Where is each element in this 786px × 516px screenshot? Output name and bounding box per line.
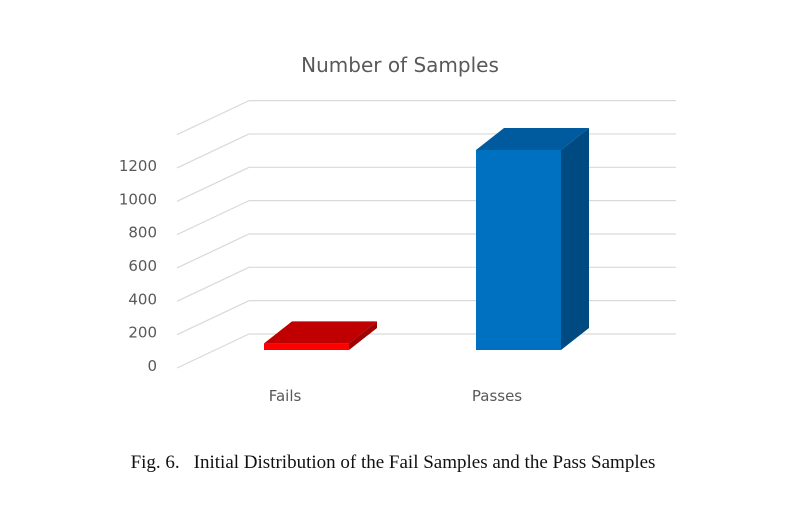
x-category-label: Passes xyxy=(472,387,522,405)
bar-front-fails xyxy=(264,343,349,350)
bar-front-passes xyxy=(476,149,561,350)
figure-number: Fig. 6. xyxy=(130,452,180,473)
caption-text: Initial Distribution of the Fail Samples… xyxy=(193,452,656,473)
gridline-diagonal xyxy=(176,266,250,302)
bar-chart: 0 200 400 600 800 1000 1200 Fails Passes Number… xyxy=(119,53,676,405)
y-tick-label: 800 xyxy=(128,224,157,242)
chart-title: Number of Samples xyxy=(301,53,499,77)
y-tick-label: 200 xyxy=(128,324,157,342)
gridline-diagonal xyxy=(176,166,250,202)
bar-top-passes xyxy=(476,127,589,150)
gridlines xyxy=(176,100,676,369)
x-axis-category-labels: Fails Passes xyxy=(269,387,523,405)
bar-passes xyxy=(476,127,589,351)
gridline-diagonal xyxy=(176,333,250,369)
bars xyxy=(264,127,589,351)
y-tick-label: 600 xyxy=(128,257,157,275)
gridline-diagonal xyxy=(176,200,250,236)
bar-side-passes xyxy=(561,127,589,351)
y-tick-label: 1000 xyxy=(119,190,157,208)
figure-caption: Fig. 6. Initial Distribution of the Fail … xyxy=(0,452,786,474)
y-tick-label: 1200 xyxy=(119,157,157,175)
bar-fails xyxy=(264,321,377,350)
gridline-diagonal xyxy=(176,233,250,269)
bar-side-fails xyxy=(349,321,377,350)
bar-top-fails xyxy=(264,321,377,344)
gridline-diagonal xyxy=(176,100,250,136)
y-axis-tick-labels: 0 200 400 600 800 1000 1200 xyxy=(119,157,157,375)
x-category-label: Fails xyxy=(269,387,302,405)
gridline-diagonal xyxy=(176,300,250,336)
y-tick-label: 0 xyxy=(147,357,157,375)
y-tick-label: 400 xyxy=(128,290,157,308)
gridline-diagonal xyxy=(176,133,250,169)
